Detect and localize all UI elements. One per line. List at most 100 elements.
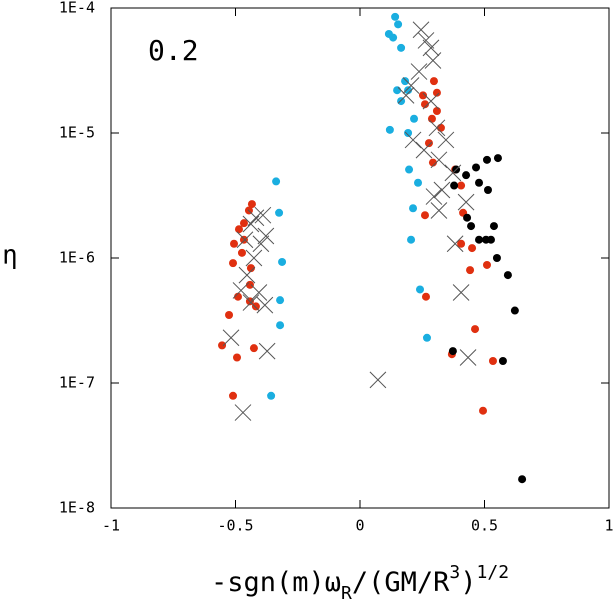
x-marker [452, 284, 470, 301]
x-marker [457, 193, 475, 211]
x-axis-label: -sgn(m)ωR/(GM/R3)1/2 [211, 562, 509, 604]
point [475, 178, 484, 187]
point [471, 325, 480, 334]
point [489, 222, 498, 231]
point [479, 406, 488, 415]
point [404, 86, 413, 95]
x-marker [257, 227, 275, 245]
point [272, 177, 281, 186]
point [432, 106, 441, 115]
point [410, 114, 419, 123]
point [276, 296, 285, 305]
point [518, 475, 527, 484]
point [249, 344, 258, 353]
point [432, 88, 441, 97]
point [237, 248, 246, 257]
point [424, 139, 433, 148]
x-marker [404, 131, 422, 149]
x-marker [250, 284, 268, 301]
point [232, 353, 241, 362]
x-marker [422, 92, 440, 110]
point [429, 77, 438, 86]
x-marker [254, 206, 272, 224]
x-marker [369, 371, 387, 389]
point [422, 333, 431, 342]
point [247, 200, 256, 209]
x-marker [424, 52, 442, 69]
point [463, 213, 472, 222]
x-label-part: ) [460, 567, 476, 598]
x-marker [234, 404, 252, 421]
point [420, 100, 429, 109]
x-tick-label: -1 [102, 517, 120, 535]
x-marker [232, 282, 250, 299]
x-marker [238, 266, 256, 284]
point [510, 306, 519, 315]
point [414, 178, 423, 187]
point [230, 239, 239, 248]
point [385, 125, 394, 134]
point [466, 266, 475, 275]
point [225, 310, 234, 319]
point [276, 321, 285, 330]
point [486, 235, 495, 244]
x-label-part: R [341, 583, 352, 604]
y-tick-label: 1E-7 [59, 374, 95, 392]
point [234, 225, 243, 234]
point [218, 341, 227, 350]
point [448, 347, 457, 356]
point [482, 260, 491, 269]
point [233, 292, 242, 301]
y-tick-label: 1E-8 [59, 499, 95, 517]
point [397, 97, 406, 106]
x-tick-label: 1 [604, 517, 613, 535]
x-marker [446, 235, 464, 253]
point [229, 391, 238, 400]
point [436, 123, 445, 132]
x-tick-label: -0.5 [217, 517, 253, 535]
point [428, 158, 437, 167]
point [416, 285, 425, 294]
point [239, 219, 248, 228]
x-marker [247, 209, 265, 227]
y-tick-label: 1E-6 [59, 249, 95, 267]
y-tick-label: 1E-5 [59, 124, 95, 142]
x-marker [459, 349, 477, 366]
point [393, 86, 402, 95]
point [267, 391, 276, 400]
point [420, 211, 429, 220]
point [389, 33, 398, 42]
point [498, 356, 507, 365]
point [397, 43, 406, 52]
x-marker [397, 87, 415, 104]
x-label-part: -sgn(m)ω [211, 567, 341, 598]
point [421, 292, 430, 301]
x-tick-label: 0 [355, 517, 364, 535]
x-marker [402, 77, 420, 94]
x-marker [425, 188, 443, 205]
point [404, 129, 413, 137]
x-marker [410, 63, 428, 80]
point [462, 171, 471, 180]
x-marker [444, 164, 462, 182]
point [246, 264, 255, 273]
point [475, 235, 484, 244]
point [488, 356, 497, 365]
point [275, 208, 284, 217]
x-marker [430, 151, 448, 169]
point [251, 302, 260, 311]
x-label-part: 1/2 [477, 562, 510, 583]
point [503, 271, 512, 280]
x-marker [256, 296, 274, 314]
point [482, 155, 491, 164]
annotation: 0.2 [148, 34, 199, 67]
x-marker [252, 235, 270, 253]
x-marker [428, 119, 446, 137]
x-marker [258, 342, 276, 360]
point [405, 165, 414, 174]
point [401, 77, 410, 86]
point [483, 185, 492, 194]
plot-frame [110, 7, 610, 509]
point [229, 259, 238, 268]
